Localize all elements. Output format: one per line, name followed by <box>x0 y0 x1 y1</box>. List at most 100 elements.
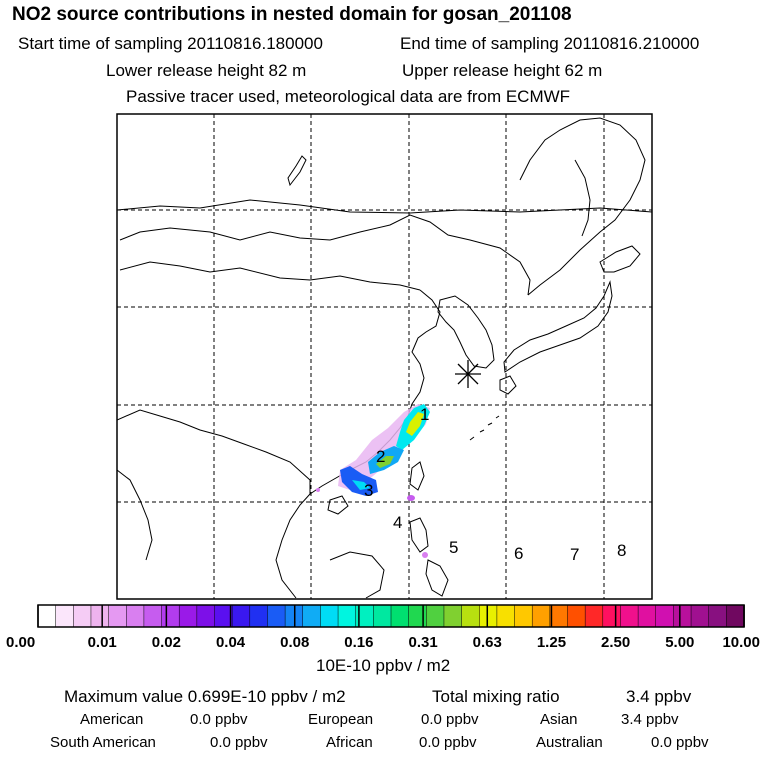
asian-value: 3.4 ppbv <box>621 711 679 728</box>
colorbar-cell <box>373 604 392 628</box>
plume-2-core <box>376 456 394 468</box>
colorbar-cell <box>178 604 198 628</box>
colorbar-cell <box>126 604 145 628</box>
region-label-6: 6 <box>514 544 523 563</box>
colorbar-unit: 10E-10 ppbv / m2 <box>316 656 451 675</box>
colorbar-tick-label: 0.02 <box>152 634 181 651</box>
region-label-1: 1 <box>420 405 429 424</box>
european-value: 0.0 ppbv <box>421 711 479 728</box>
region-label-7: 7 <box>570 545 579 564</box>
plume-1-core <box>406 412 424 436</box>
colorbar-cell <box>531 604 551 628</box>
plume-marks <box>316 404 430 558</box>
colorbar-cell <box>408 604 428 628</box>
total-mixing-label: Total mixing ratio <box>432 687 560 706</box>
plume-spot-taiwan-strait <box>407 495 415 501</box>
tracer-note: Passive tracer used, meteorological data… <box>126 87 571 106</box>
colorbar-tick-label: 1.25 <box>537 634 566 651</box>
colorbar-cell <box>726 604 745 628</box>
lower-release-height-label: Lower release height 82 m <box>106 61 307 80</box>
colorbar-cell <box>690 604 710 628</box>
colorbar-cell <box>90 604 110 628</box>
start-time-label: Start time of sampling 20110816.180000 <box>18 34 323 53</box>
japan-honshu <box>503 280 613 373</box>
colorbar-cell <box>73 604 92 628</box>
colorbar-tick-label: 0.01 <box>88 634 117 651</box>
colorbar-tick-label: 5.00 <box>665 634 694 651</box>
colorbar-cell <box>655 604 675 628</box>
plume-spot-west <box>316 488 320 492</box>
lake-baikal <box>287 155 307 187</box>
russia-far-east <box>519 117 646 296</box>
region-label-3: 3 <box>364 481 373 500</box>
chart-title: NO2 source contributions in nested domai… <box>12 4 572 25</box>
colorbar-cell <box>143 604 163 628</box>
ryukyu-islands <box>469 415 500 441</box>
american-value: 0.0 ppbv <box>190 711 248 728</box>
colorbar-cell <box>673 604 692 628</box>
region-label-8: 8 <box>617 541 626 560</box>
colorbar-tick-label: 0.04 <box>216 634 246 651</box>
colorbar-cell <box>496 604 516 628</box>
colorbar-tick-label: 0.08 <box>280 634 309 651</box>
colorbar-cell <box>708 604 728 628</box>
colorbar-cell <box>567 604 586 628</box>
region-label-2: 2 <box>376 447 385 466</box>
plume-3 <box>340 466 378 496</box>
colorbar-cell <box>337 604 357 628</box>
colorbar-cell <box>302 604 322 628</box>
colorbar-tick-label: 0.00 <box>6 634 35 651</box>
south-american-value: 0.0 ppbv <box>210 734 268 751</box>
colorbar-cell <box>443 604 463 628</box>
receptor-star-icon <box>455 360 481 388</box>
colorbar-tick-label: 10.00 <box>722 634 760 651</box>
colorbar-tick-label: 2.50 <box>601 634 630 651</box>
plume-3-core <box>352 480 370 490</box>
colorbar-cell <box>584 604 604 628</box>
colorbar-tick-label: 0.16 <box>344 634 373 651</box>
indochina <box>117 409 311 599</box>
american-label: American <box>80 711 144 728</box>
plume-spot-luzon <box>422 552 428 558</box>
colorbar-cell <box>637 604 657 628</box>
australian-label: Australian <box>536 734 603 751</box>
colorbar-cell <box>161 604 180 628</box>
colorbar-cell <box>390 604 410 628</box>
philippines-luzon <box>409 517 429 553</box>
australian-value: 0.0 ppbv <box>651 734 709 751</box>
colorbar-cell <box>231 604 251 628</box>
colorbar-tick-label: 0.31 <box>408 634 437 651</box>
philippines-south <box>425 559 449 597</box>
african-label: African <box>326 734 373 751</box>
end-time-label: End time of sampling 20110816.210000 <box>400 34 700 53</box>
colorbar-cell <box>620 604 639 628</box>
colorbar-cells <box>37 604 745 628</box>
border-mongolia <box>119 214 531 296</box>
map-frame <box>116 113 653 600</box>
japan-hokkaido <box>599 245 641 273</box>
japan-kyushu <box>499 375 517 395</box>
colorbar-cell <box>267 604 286 628</box>
european-label: European <box>308 711 374 728</box>
colorbar-cell <box>249 604 269 628</box>
taiwan <box>409 461 425 491</box>
colorbar-cell <box>549 604 569 628</box>
region-label-5: 5 <box>449 538 458 557</box>
african-value: 0.0 ppbv <box>419 734 477 751</box>
colorbar-tick-label: 0.63 <box>473 634 502 651</box>
india-east <box>117 469 153 561</box>
colorbar-cell <box>55 604 75 628</box>
south-american-label: South American <box>50 734 156 751</box>
colorbar-cell <box>602 604 622 628</box>
colorbar-cell <box>479 604 498 628</box>
colorbar-cell <box>514 604 533 628</box>
upper-release-height-label: Upper release height 62 m <box>402 61 603 80</box>
total-mixing-value: 3.4 ppbv <box>626 687 692 706</box>
colorbar-cell <box>320 604 339 628</box>
korea-coast <box>437 295 495 369</box>
sakhalin <box>574 159 591 237</box>
max-value-label: Maximum value 0.699E-10 ppbv / m2 <box>64 687 346 706</box>
region-label-4: 4 <box>393 513 402 532</box>
